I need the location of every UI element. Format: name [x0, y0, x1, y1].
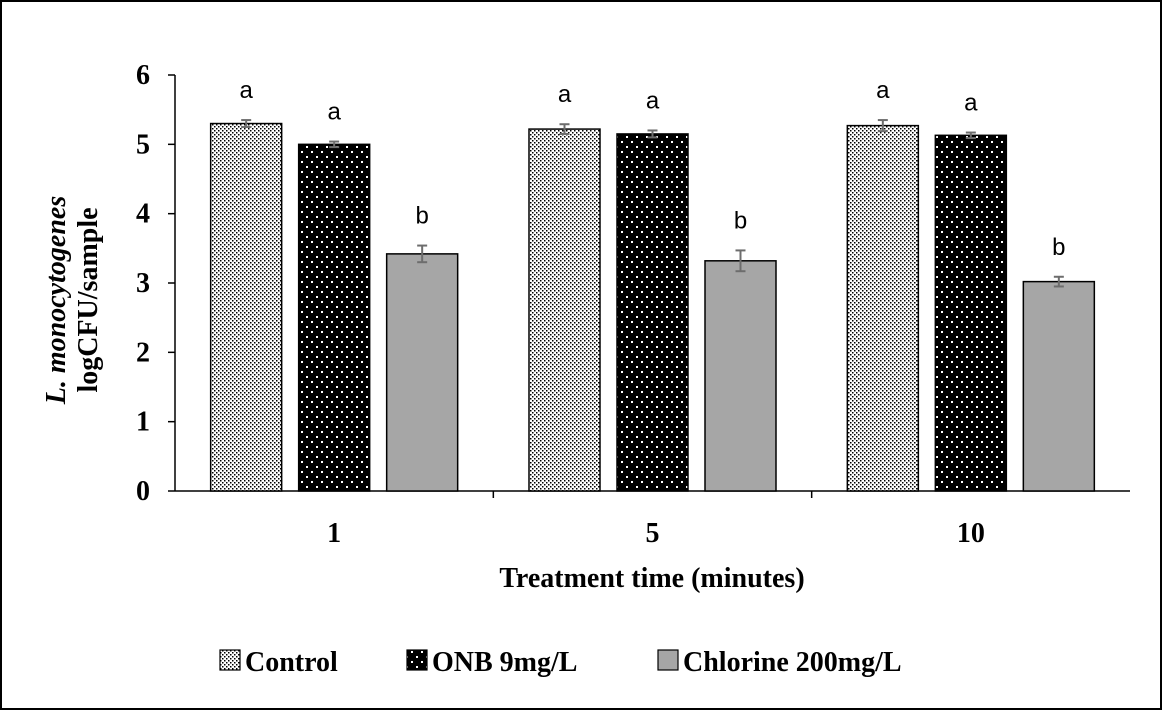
- x-tick-label: 5: [646, 518, 660, 549]
- y-tick-label: 5: [136, 129, 150, 160]
- legend-label-2: ONB 9mg/L: [432, 647, 577, 678]
- x-axis-label: Treatment time (minutes): [499, 563, 804, 594]
- bar-2-1: [297, 143, 371, 492]
- significance-letter: a: [876, 77, 890, 104]
- legend-label-1: Control: [245, 647, 338, 678]
- significance-letter: a: [327, 99, 341, 126]
- bar-2-5: [616, 133, 689, 492]
- bar-1-5: [528, 128, 601, 492]
- x-tick-label: 1: [327, 518, 341, 549]
- bar-3-1: [385, 253, 459, 492]
- y-axis-label-unit: logCFU/sample: [73, 207, 104, 392]
- legend-swatch-3: [657, 649, 679, 671]
- y-axis-label-organism: L. monocytogenes: [41, 196, 72, 406]
- bar-1-1: [209, 122, 283, 492]
- bar-2-10: [934, 134, 1008, 492]
- y-tick-label: 0: [136, 476, 150, 507]
- bars: a a b a a b a a b: [209, 77, 1096, 492]
- bar-1-10: [846, 124, 920, 492]
- x-ticks: 1 5 10: [327, 491, 985, 549]
- y-tick-label: 3: [136, 268, 150, 299]
- legend-label-3: Chlorine 200mg/L: [683, 647, 902, 678]
- significance-letter: b: [734, 207, 747, 234]
- bar-3-5: [704, 260, 777, 492]
- significance-letter: b: [415, 203, 428, 230]
- significance-letter: a: [239, 77, 253, 104]
- y-tick-label: 1: [136, 407, 150, 438]
- y-tick-label: 4: [136, 199, 150, 230]
- significance-letter: a: [558, 81, 572, 108]
- significance-letter: b: [1052, 234, 1065, 261]
- legend: Control ONB 9mg/L Chlorine 200mg/L: [219, 647, 902, 678]
- legend-swatch-2: [406, 649, 428, 671]
- x-tick-label: 10: [957, 518, 985, 549]
- y-tick-label: 6: [136, 60, 150, 91]
- y-tick-label: 2: [136, 337, 150, 368]
- significance-letter: a: [964, 90, 978, 117]
- significance-letter: a: [646, 87, 660, 114]
- y-axis-label: L. monocytogenes logCFU/sample: [41, 196, 104, 406]
- legend-swatch-1: [219, 649, 241, 671]
- y-ticks: 0 1 2 3 4 5 6: [136, 60, 175, 507]
- bar-3-10: [1022, 280, 1096, 492]
